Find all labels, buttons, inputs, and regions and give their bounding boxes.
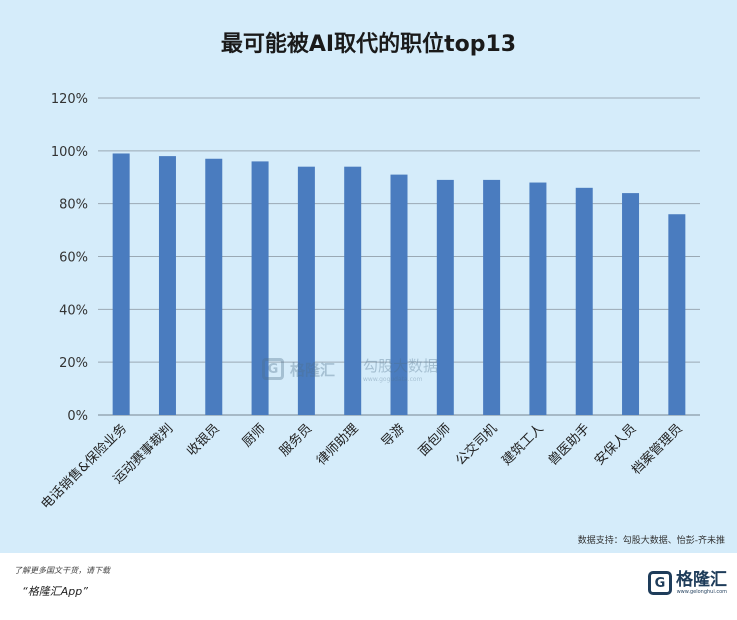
bar [297,166,315,415]
y-tick-label: 80% [59,198,88,213]
watermark-brand: 格隆汇 [290,360,336,379]
y-axis-tick-labels: 0% 20% 40% 60% 80% 100% 120% [51,92,88,424]
y-tick-label: 40% [59,303,88,318]
bar [390,174,408,415]
y-tick-label: 120% [51,92,88,107]
y-tick-label: 20% [59,356,88,371]
watermark-text: 勾股大数据 [363,357,439,375]
x-tick-label: 建筑工人 [499,421,547,469]
x-tick-label: 收银员 [184,421,222,459]
bar [158,156,176,415]
x-tick-label: 档案管理员 [629,421,686,478]
bar [529,182,547,415]
bar [112,153,130,415]
bar [575,187,593,415]
chart-card: 最可能被AI取代的职位top13 0% 20% 40% 60% 80% 100% 120% … [0,0,737,553]
footer-tip: 了解更多国文干货，请下载 [14,566,110,575]
x-tick-label: 厨师 [240,421,269,450]
chart-source: 数据支持：勾股大数据、怡彭-齐未推 [577,536,725,546]
watermark: G 格隆汇 勾股大数据 www.gogudata.com [262,355,438,383]
x-tick-label: 电话销售&保险业务 [38,421,130,513]
brand-url: www.gelonghui.com [676,589,727,595]
y-tick-label: 60% [59,251,88,266]
bar [436,179,454,415]
x-tick-label: 安保人员 [592,421,639,468]
bar [483,179,501,415]
x-tick-label: 律师助理 [314,421,361,468]
y-tick-label: 0% [67,409,88,424]
bar [251,161,269,415]
bar [622,193,640,415]
bar [668,214,686,415]
footer: 了解更多国文干货，请下载 “格隆汇App” G 格隆汇 www.gelonghu… [0,553,737,620]
x-tick-label: 面包师 [416,421,454,459]
x-tick-label: 服务员 [276,421,315,460]
brand-logo-icon: G [648,571,672,595]
brand: G 格隆汇 www.gelonghui.com [648,571,727,595]
brand-name: 格隆汇 [676,570,727,590]
watermark-url: www.gogudata.com [363,376,423,383]
x-tick-label: 兽医助手 [546,421,593,468]
x-tick-label: 导游 [379,421,408,450]
chart-title: 最可能被AI取代的职位top13 [220,32,517,57]
footer-app-link[interactable]: “格隆汇App” [22,585,88,598]
bar [205,158,223,415]
bar [344,166,362,415]
x-tick-label: 公交司机 [452,421,500,469]
y-tick-label: 100% [51,145,88,160]
bars [112,153,686,415]
watermark-logo-icon: G [262,358,284,380]
